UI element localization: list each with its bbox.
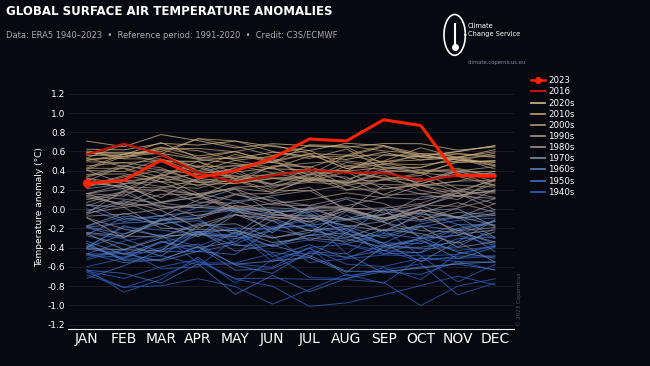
Y-axis label: Temperature anomaly (°C): Temperature anomaly (°C) xyxy=(34,147,44,267)
Text: climate.copernicus.eu: climate.copernicus.eu xyxy=(468,60,526,65)
Text: Data: ERA5 1940–2023  •  Reference period: 1991-2020  •  Credit: C3S/ECMWF: Data: ERA5 1940–2023 • Reference period:… xyxy=(6,31,338,40)
Legend: 2023, 2016, 2020s, 2010s, 2000s, 1990s, 1980s, 1970s, 1960s, 1950s, 1940s: 2023, 2016, 2020s, 2010s, 2000s, 1990s, … xyxy=(531,76,575,197)
Text: GLOBAL SURFACE AIR TEMPERATURE ANOMALIES: GLOBAL SURFACE AIR TEMPERATURE ANOMALIES xyxy=(6,5,333,19)
Text: © 2023 Copernicus: © 2023 Copernicus xyxy=(517,272,523,326)
Text: Climate
Change Service: Climate Change Service xyxy=(468,23,520,37)
